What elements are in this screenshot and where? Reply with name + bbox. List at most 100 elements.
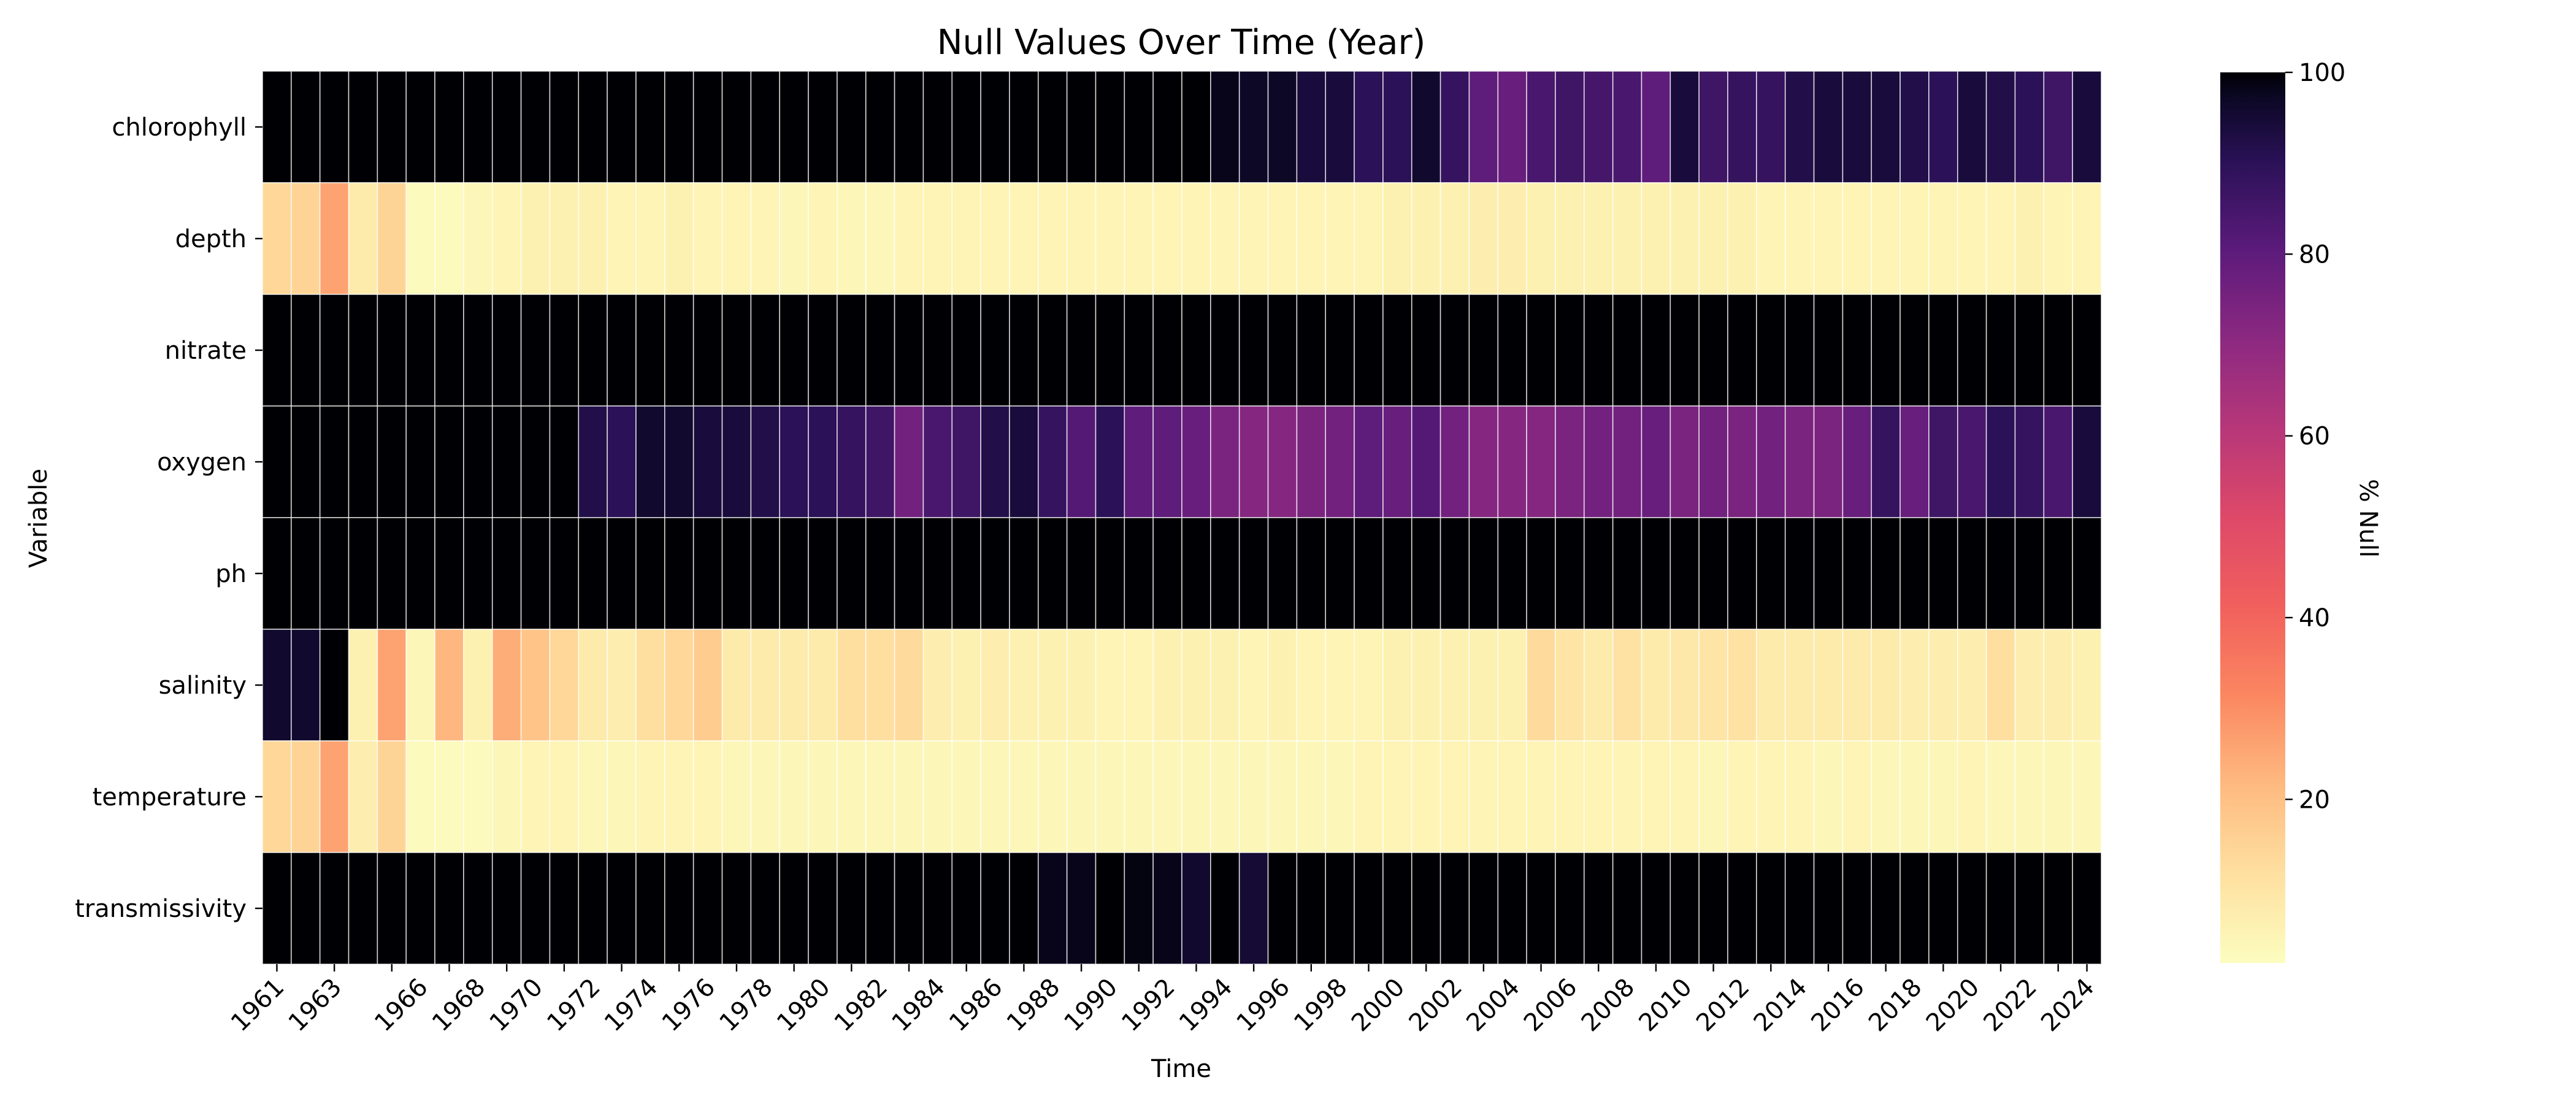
- heatmap-cell: [1210, 852, 1240, 965]
- heatmap-cell: [2014, 405, 2045, 518]
- heatmap-cell: [1813, 405, 1844, 518]
- heatmap-cell: [1095, 182, 1125, 295]
- heatmap-cell: [1382, 517, 1413, 630]
- heatmap-cell: [434, 71, 464, 183]
- heatmap-cell: [1612, 294, 1643, 407]
- heatmap-cell: [1727, 71, 1757, 183]
- heatmap-cell: [635, 517, 665, 630]
- heatmap-cell: [1037, 740, 1068, 853]
- heatmap-cell: [1555, 852, 1585, 965]
- heatmap-cell: [1497, 182, 1527, 295]
- heatmap-cell: [262, 852, 292, 965]
- heatmap-cell: [1066, 852, 1097, 965]
- heatmap-cell: [348, 294, 378, 407]
- heatmap-cell: [664, 294, 694, 407]
- heatmap-cell: [2072, 405, 2102, 518]
- x-tick-label: 2002: [1404, 973, 1468, 1038]
- heatmap-cell: [1238, 852, 1269, 965]
- heatmap-cell: [1957, 71, 1987, 183]
- heatmap-cell: [635, 294, 665, 407]
- heatmap-cell: [721, 629, 752, 742]
- x-tick-label: 1963: [283, 973, 348, 1038]
- heatmap-cell: [779, 517, 809, 630]
- heatmap-cell: [1957, 517, 1987, 630]
- heatmap-cell: [1612, 517, 1643, 630]
- heatmap-cell: [951, 740, 981, 853]
- heatmap-cell: [1037, 294, 1068, 407]
- heatmap-cell: [262, 182, 292, 295]
- heatmap-cell: [1756, 405, 1786, 518]
- heatmap-cell: [2043, 740, 2073, 853]
- x-tick-label: 1980: [772, 973, 836, 1038]
- heatmap-cell: [1727, 294, 1757, 407]
- heatmap-cell: [1124, 294, 1154, 407]
- colorbar-tick-label: 60: [2299, 423, 2330, 451]
- heatmap-cell: [980, 294, 1010, 407]
- heatmap-cell: [837, 294, 867, 407]
- heatmap-cell: [1842, 182, 1873, 295]
- heatmap-cell: [721, 405, 752, 518]
- heatmap-cell: [1382, 740, 1413, 853]
- heatmap-cell: [291, 852, 321, 965]
- heatmap-cell: [1756, 294, 1786, 407]
- heatmap-cell: [1526, 740, 1556, 853]
- heatmap-cell: [635, 852, 665, 965]
- heatmap-cell: [1957, 294, 1987, 407]
- heatmap-cell: [1210, 294, 1240, 407]
- heatmap-cell: [1325, 629, 1355, 742]
- heatmap-cell: [2043, 852, 2073, 965]
- heatmap-cell: [319, 294, 350, 407]
- heatmap-cell: [1928, 740, 1958, 853]
- heatmap-cell: [1526, 852, 1556, 965]
- heatmap-cell: [1784, 182, 1815, 295]
- heatmap-cell: [1181, 294, 1211, 407]
- heatmap-cell: [348, 71, 378, 183]
- y-tick-label: oxygen: [157, 448, 247, 477]
- heatmap-cell: [1210, 405, 1240, 518]
- heatmap-cell: [578, 405, 608, 518]
- heatmap-cell: [664, 405, 694, 518]
- heatmap-cell: [1842, 629, 1873, 742]
- heatmap-cells: [262, 71, 2102, 965]
- heatmap-cell: [1899, 740, 1930, 853]
- heatmap-cell: [520, 517, 551, 630]
- x-tick-label: 1972: [542, 973, 606, 1038]
- colorbar-label: % Null: [2354, 479, 2382, 558]
- heatmap-cell: [1439, 294, 1470, 407]
- heatmap-cell: [922, 71, 953, 183]
- heatmap-cell: [377, 294, 407, 407]
- heatmap-cell: [2072, 294, 2102, 407]
- heatmap-cell: [434, 405, 464, 518]
- heatmap-cell: [1698, 182, 1728, 295]
- heatmap-cell: [779, 852, 809, 965]
- heatmap-cell: [1842, 517, 1873, 630]
- heatmap-cell: [1526, 405, 1556, 518]
- heatmap-cell: [463, 71, 493, 183]
- heatmap-cell: [1813, 629, 1844, 742]
- heatmap-cell: [1784, 405, 1815, 518]
- heatmap-cell: [1813, 71, 1844, 183]
- heatmap-cell: [1267, 852, 1298, 965]
- heatmap-cell: [1555, 71, 1585, 183]
- heatmap-cell: [1526, 182, 1556, 295]
- heatmap-cell: [1727, 852, 1757, 965]
- heatmap-cell: [635, 71, 665, 183]
- heatmap-cell: [1899, 629, 1930, 742]
- heatmap-cell: [980, 629, 1010, 742]
- heatmap-cell: [1612, 740, 1643, 853]
- x-tick-label: 2000: [1346, 973, 1411, 1038]
- heatmap-cell: [1066, 182, 1097, 295]
- heatmap-cell: [1296, 294, 1327, 407]
- heatmap-cell: [1612, 182, 1643, 295]
- heatmap-cell: [894, 517, 924, 630]
- heatmap-cell: [607, 740, 637, 853]
- heatmap-cell: [1095, 740, 1125, 853]
- x-tick-label: 1984: [886, 973, 951, 1038]
- heatmap-cell: [750, 629, 780, 742]
- heatmap-cell: [463, 852, 493, 965]
- heatmap-cell: [1612, 71, 1643, 183]
- colorbar: 20 40 60 80 100: [2220, 59, 2345, 963]
- heatmap-cell: [549, 71, 580, 183]
- heatmap-cell: [894, 740, 924, 853]
